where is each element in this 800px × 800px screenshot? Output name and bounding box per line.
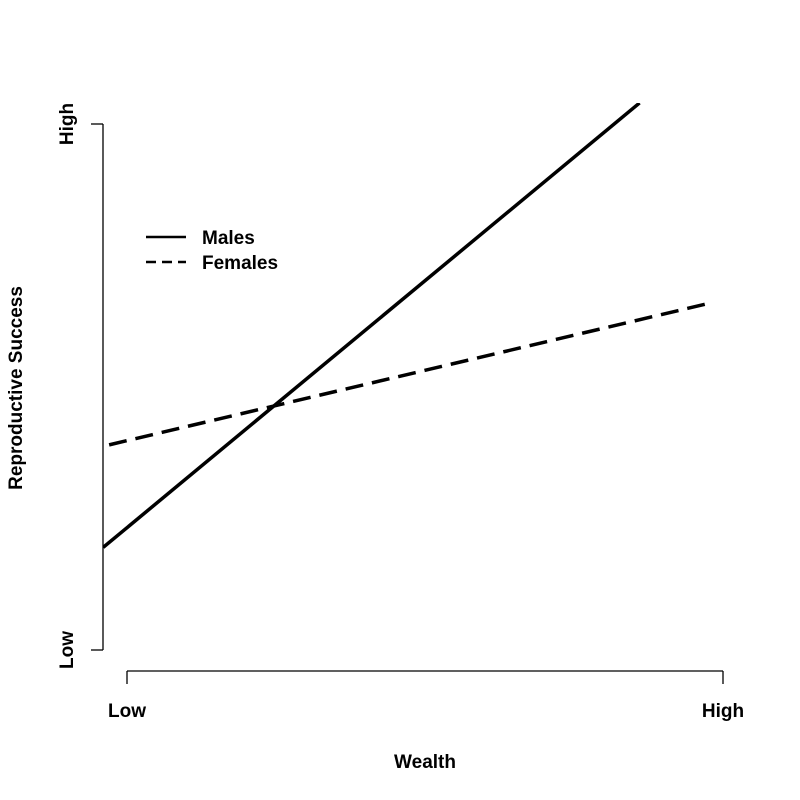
series-line-males — [103, 103, 641, 549]
y-axis-title: Reproductive Success — [6, 286, 27, 490]
y-tick-label-low: Low — [57, 631, 78, 669]
series-line-females — [108, 301, 712, 447]
x-tick-label-high: High — [702, 701, 744, 722]
legend-label-males: Males — [202, 228, 255, 249]
x-tick-label-low: Low — [108, 701, 146, 722]
x-axis-title: Wealth — [394, 752, 456, 773]
legend: Males Females — [146, 228, 278, 274]
y-tick-label-high: High — [57, 103, 78, 145]
legend-label-females: Females — [202, 253, 278, 274]
